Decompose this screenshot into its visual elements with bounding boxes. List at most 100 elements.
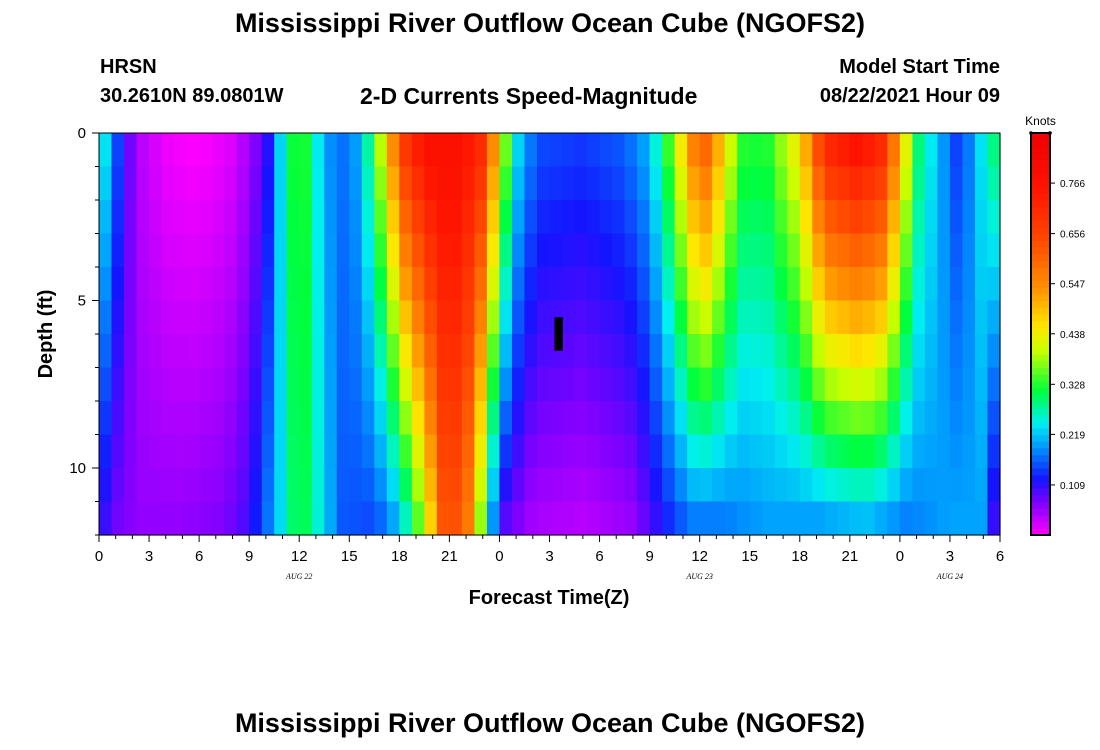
heatmap-cell (974, 401, 989, 436)
heatmap-cell (912, 334, 926, 369)
heatmap-cell (712, 401, 726, 436)
heatmap-cell (336, 367, 350, 402)
heatmap-cell (324, 468, 338, 503)
heatmap-cell (236, 200, 250, 235)
heatmap-cell (136, 166, 150, 201)
heatmap-cell (637, 166, 651, 201)
heatmap-cell (849, 501, 863, 536)
heatmap-cell (536, 233, 551, 268)
heatmap-cell (637, 367, 651, 402)
heatmap-cell (887, 300, 901, 335)
heatmap-cell (712, 267, 726, 302)
heatmap-cell (286, 267, 300, 302)
heatmap-cell (324, 434, 338, 469)
colorbar-segment (1031, 347, 1050, 355)
heatmap-cell (862, 334, 876, 369)
heatmap-cell (236, 267, 250, 302)
heatmap-cell (286, 166, 300, 201)
heatmap-cell (99, 367, 113, 402)
heatmap-cell (549, 501, 563, 536)
heatmap-cell (374, 133, 388, 168)
heatmap-cell (637, 401, 651, 436)
heatmap-cell (311, 434, 325, 469)
heatmap-cell (261, 200, 275, 235)
heatmap-cell (99, 300, 113, 335)
heatmap-cell (774, 367, 788, 402)
colorbar-segment (1031, 508, 1050, 516)
heatmap-cell (674, 166, 688, 201)
x-tick-label: 21 (841, 548, 858, 565)
heatmap-cell (399, 267, 413, 302)
heatmap-cell (762, 468, 776, 503)
heatmap-cell (324, 133, 338, 168)
heatmap-cell (399, 334, 413, 369)
heatmap-cell (849, 200, 863, 235)
heatmap-cell (349, 468, 363, 503)
heatmap-cell (486, 367, 501, 402)
heatmap-cell (161, 367, 175, 402)
heatmap-cell (361, 334, 375, 369)
heatmap-cell (837, 166, 851, 201)
heatmap-cell (349, 300, 363, 335)
heatmap-cell (174, 267, 188, 302)
heatmap-cell (899, 133, 914, 168)
heatmap-cell (211, 166, 225, 201)
heatmap-cell (386, 434, 400, 469)
heatmap-cell (849, 233, 863, 268)
heatmap-cell (849, 468, 863, 503)
heatmap-cell (424, 367, 438, 402)
heatmap-cell (974, 166, 989, 201)
heatmap-cell (311, 300, 325, 335)
heatmap-cell (799, 133, 813, 168)
heatmap-cell (612, 233, 626, 268)
heatmap-cell (436, 166, 450, 201)
heatmap-cell (924, 367, 939, 402)
station-name: HRSN (100, 56, 157, 78)
y-axis-title: Depth (ft) (35, 290, 57, 379)
heatmap-cell (386, 401, 400, 436)
heatmap-cell (562, 267, 576, 302)
heatmap-cell (799, 267, 813, 302)
heatmap-cell (336, 334, 350, 369)
heatmap-cell (962, 434, 976, 469)
heatmap-cell (374, 200, 388, 235)
heatmap-cell (637, 468, 651, 503)
heatmap-cell (762, 133, 776, 168)
heatmap-cell (974, 501, 989, 536)
heatmap-cell (587, 233, 601, 268)
heatmap-cell (311, 501, 325, 536)
heatmap-cell (461, 133, 476, 168)
heatmap-cell (762, 334, 776, 369)
heatmap-cell (724, 401, 738, 436)
heatmap-cell (386, 501, 400, 536)
heatmap-cell (812, 401, 826, 436)
heatmap-cell (111, 133, 125, 168)
heatmap-cell (562, 200, 576, 235)
heatmap-cell (336, 200, 350, 235)
heatmap-cell (424, 501, 438, 536)
heatmap-cell (424, 233, 438, 268)
colorbar-segment (1031, 401, 1050, 409)
heatmap-cell (937, 367, 951, 402)
heatmap-cell (149, 233, 163, 268)
heatmap-cell (324, 401, 338, 436)
heatmap-cell (762, 267, 776, 302)
heatmap-cell (336, 401, 350, 436)
heatmap-cell (787, 501, 801, 536)
heatmap-cell (574, 367, 588, 402)
heatmap-cell (249, 166, 263, 201)
heatmap-cell (449, 367, 463, 402)
heatmap-cell (937, 401, 951, 436)
heatmap-cell (461, 334, 476, 369)
heatmap-cell (862, 200, 876, 235)
colorbar-segment (1031, 300, 1050, 308)
heatmap-cell (449, 267, 463, 302)
colorbar-segment (1031, 193, 1050, 201)
heatmap-cell (511, 166, 526, 201)
heatmap-cell (424, 133, 438, 168)
heatmap-cell (549, 401, 563, 436)
heatmap-cell (924, 200, 939, 235)
heatmap-cell (124, 501, 138, 536)
heatmap-cell (449, 334, 463, 369)
heatmap-cell (912, 200, 926, 235)
